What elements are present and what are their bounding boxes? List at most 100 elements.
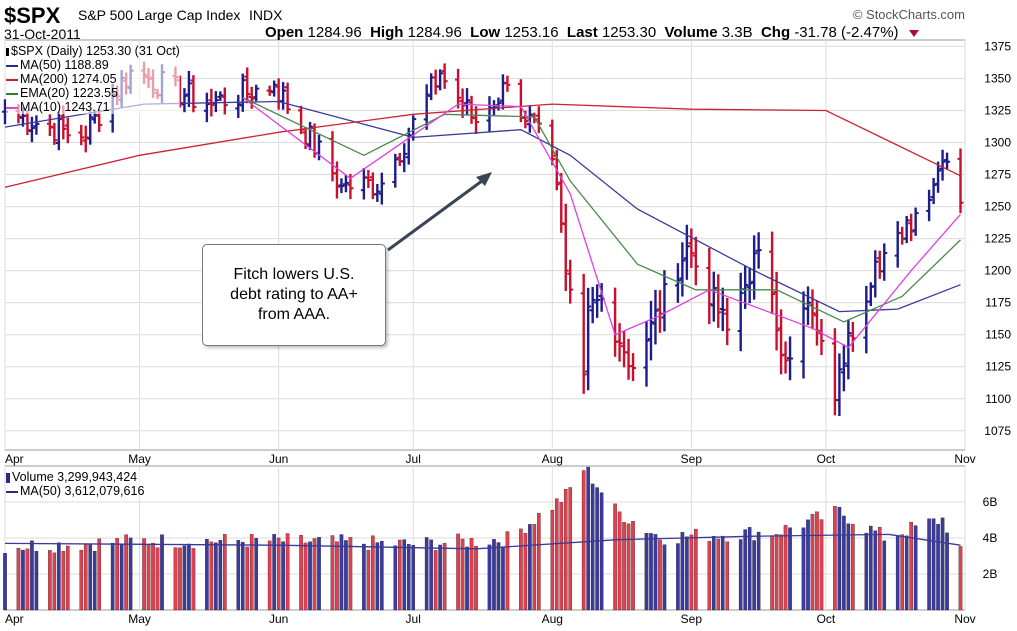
volume-bar [330, 535, 335, 611]
volume-bar [586, 466, 590, 611]
volume-bar [438, 544, 442, 611]
volume-bar [644, 532, 649, 611]
volume-bar [815, 511, 819, 611]
volume-month-label: Sep [681, 612, 703, 626]
price-series-ma200 [4, 103, 961, 188]
price-axis-label: 1275 [984, 168, 1011, 182]
volume-bar [57, 542, 61, 611]
price-axis-label: 1100 [985, 392, 1011, 406]
volume-axis-label: 4B [983, 531, 998, 545]
price-legend: $SPX (Daily) 1253.30 (31 Oct) MA(50) 118… [6, 44, 180, 114]
volume-bar [936, 524, 940, 611]
volume-bar [685, 536, 689, 611]
volume-bar [249, 534, 254, 611]
volume-bar [599, 492, 604, 611]
volume-bar [590, 483, 595, 611]
legend-item-ma10: MA(10) 1243.71 [6, 100, 180, 114]
volume-bar [563, 489, 568, 611]
volume-bar [631, 521, 635, 611]
price-month-label: Jun [269, 452, 288, 466]
volume-bar [958, 546, 963, 611]
volume-bar [366, 549, 371, 611]
volume-bar [653, 534, 658, 611]
volume-month-label: Apr [5, 612, 24, 626]
price-axis-label: 1150 [985, 328, 1011, 342]
change-label: Chg [760, 24, 791, 41]
volume-bar [411, 545, 416, 611]
volume-bar [694, 528, 698, 611]
volume-bar [97, 538, 102, 611]
volume-bar [142, 538, 146, 611]
volume-bar [460, 538, 465, 611]
volume-bar [868, 525, 873, 611]
legend-item-ema20: EMA(20) 1223.55 [6, 86, 180, 100]
volume-bar [658, 539, 662, 611]
volume-bar [281, 541, 285, 611]
volume-bar [34, 551, 39, 611]
volume-bar [191, 548, 196, 611]
volume-bar [344, 540, 348, 611]
volume-bar [851, 524, 855, 611]
volume-bar [711, 536, 716, 611]
volume-value: 3.3B [721, 24, 753, 41]
volume-bar [900, 534, 904, 611]
volume-month-label: May [128, 612, 151, 626]
quote-date: 31-Oct-2011 [4, 26, 81, 42]
volume-bar [173, 547, 178, 611]
volume-bar [725, 541, 730, 611]
legend-item-ma200: MA(200) 1274.05 [6, 72, 180, 86]
volume-bar [649, 533, 653, 611]
volume-bar [393, 545, 398, 611]
volume-bar [469, 538, 474, 611]
copyright-link[interactable]: © StockCharts.com [852, 7, 965, 22]
volume-bar [680, 532, 685, 611]
volume-bar [801, 527, 806, 611]
volume-bar [774, 534, 779, 611]
last-label: Last [566, 24, 598, 41]
volume-bar [877, 526, 882, 611]
volume-bar [931, 518, 936, 611]
annotation-arrow-head [476, 172, 492, 186]
volume-bar [456, 533, 460, 611]
price-series-ma10 [242, 97, 961, 349]
volume-bar [581, 470, 586, 611]
volume-bar [622, 522, 626, 611]
volume-bar [348, 537, 353, 611]
legend-item-volume: Volume 3,299,943,424 [6, 470, 144, 484]
volume-bar [487, 544, 492, 611]
legend-item-ma50: MA(50) 1188.89 [6, 58, 180, 72]
price-axis-label: 1300 [984, 136, 1011, 150]
volume-bar [626, 523, 631, 611]
price-axis-label: 1125 [985, 360, 1011, 374]
volume-bar [21, 549, 25, 611]
volume-bar [433, 550, 438, 611]
volume-bar [528, 524, 532, 611]
high-value: 1284.96 [407, 24, 462, 41]
price-month-label: May [128, 452, 151, 466]
volume-axis-label: 2B [983, 567, 998, 581]
open-label: Open [265, 24, 304, 41]
volume-bar [940, 517, 945, 611]
volume-bar [30, 540, 34, 611]
volume-month-label: Jun [269, 612, 288, 626]
price-axis-label: 1200 [984, 264, 1011, 278]
volume-bar [752, 540, 756, 611]
volume-bar [155, 547, 160, 611]
volume-bar [882, 540, 887, 611]
volume-bar [83, 543, 88, 611]
volume-bar [182, 545, 187, 611]
legend-volume-label: Volume 3,299,943,424 [12, 470, 138, 484]
volume-bar [720, 535, 725, 611]
volume-bar [187, 543, 191, 611]
volume-bar [397, 539, 402, 611]
volume-bar [689, 534, 694, 611]
volume-bar [402, 539, 407, 611]
volume-bar [465, 546, 469, 611]
volume-bar [205, 539, 209, 611]
volume-bar [595, 487, 599, 611]
volume-bar [442, 542, 447, 611]
volume-bar [209, 541, 214, 611]
volume-bar [92, 550, 97, 611]
volume-bar [864, 532, 869, 611]
